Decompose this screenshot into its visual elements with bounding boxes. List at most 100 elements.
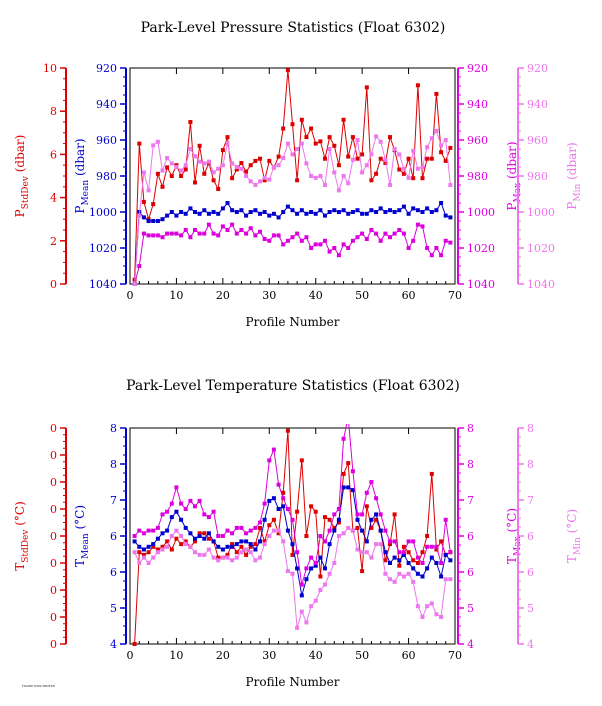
- data-point-max: [234, 525, 239, 530]
- y-tick-label-max: 960: [467, 134, 488, 147]
- data-point-mean: [174, 213, 179, 218]
- data-point-max: [429, 544, 434, 549]
- y-tick-label-std: 0: [50, 278, 57, 291]
- data-point-min: [323, 183, 327, 187]
- data-point-mean: [155, 536, 160, 541]
- data-point-mean: [244, 213, 249, 218]
- data-point-max: [313, 242, 318, 247]
- data-point-min: [202, 552, 207, 557]
- data-point-min: [313, 175, 318, 180]
- data-point-std: [318, 139, 323, 144]
- data-point-std: [253, 542, 258, 547]
- y-tick-label-min: 4: [527, 638, 534, 651]
- data-point-mean: [183, 525, 188, 530]
- y-axis-label-std: TStdDev (°C): [13, 501, 31, 571]
- data-point-mean: [295, 566, 300, 571]
- y-tick-label-mean: 4: [110, 638, 117, 651]
- y-tick-label-min: 8: [527, 422, 534, 435]
- data-point-std: [160, 544, 165, 549]
- data-point-min: [179, 168, 184, 173]
- data-point-min: [346, 525, 351, 530]
- data-point-mean: [248, 210, 253, 214]
- y-tick-label-min: 920: [527, 62, 548, 75]
- data-point-max: [378, 238, 383, 243]
- y-tick-label-std: 2: [50, 235, 57, 248]
- data-point-min: [318, 588, 323, 592]
- data-point-min: [258, 179, 262, 184]
- y-tick-label-mean: 940: [96, 98, 117, 111]
- data-point-std: [146, 550, 151, 555]
- series-line-mean: [134, 201, 451, 285]
- data-point-min: [406, 571, 411, 576]
- data-point-mean: [151, 542, 156, 547]
- data-point-max: [388, 539, 392, 544]
- data-point-mean: [234, 210, 239, 214]
- data-point-max: [262, 501, 267, 506]
- data-point-mean: [216, 544, 221, 549]
- data-point-std: [397, 167, 402, 172]
- y-tick-label-min: 1000: [527, 206, 555, 219]
- data-point-std: [299, 117, 304, 122]
- data-point-mean: [151, 219, 156, 223]
- data-point-mean: [206, 211, 211, 216]
- data-point-std: [239, 161, 244, 165]
- data-point-max: [420, 224, 425, 229]
- data-point-max: [304, 566, 309, 571]
- data-point-std: [420, 550, 425, 555]
- data-point-max: [439, 561, 444, 565]
- data-point-mean: [230, 208, 235, 213]
- data-point-mean: [225, 201, 230, 205]
- data-point-min: [220, 555, 225, 560]
- x-tick-label: 0: [127, 649, 134, 662]
- data-point-std: [411, 176, 416, 181]
- data-point-min: [443, 138, 448, 142]
- data-point-min: [420, 615, 425, 619]
- series-group: [132, 424, 453, 646]
- data-point-mean: [332, 208, 337, 213]
- data-point-std: [364, 85, 369, 90]
- data-point-std: [360, 152, 365, 157]
- data-point-max: [355, 512, 360, 517]
- data-point-std: [169, 174, 174, 178]
- data-point-mean: [281, 210, 286, 214]
- data-point-min: [211, 170, 216, 175]
- data-point-min: [350, 528, 355, 533]
- data-point-min: [183, 163, 188, 168]
- data-point-mean: [350, 488, 355, 493]
- data-point-mean: [448, 215, 453, 220]
- data-point-std: [378, 156, 383, 161]
- chart-panel-2: Park-Level Temperature Statistics (Float…: [13, 378, 583, 689]
- data-point-max: [197, 231, 202, 236]
- data-point-max: [206, 222, 211, 227]
- data-point-max: [211, 231, 216, 236]
- data-point-mean: [355, 517, 360, 522]
- data-point-min: [267, 534, 272, 538]
- data-point-max: [401, 550, 406, 555]
- data-point-std: [193, 539, 197, 544]
- data-point-mean: [429, 555, 434, 560]
- data-point-max: [262, 237, 267, 241]
- data-point-std: [304, 534, 309, 538]
- data-point-mean: [141, 215, 146, 220]
- data-point-mean: [220, 547, 225, 552]
- data-point-min: [429, 601, 434, 606]
- data-point-max: [327, 528, 332, 533]
- data-point-std: [225, 552, 230, 557]
- data-point-max: [216, 534, 221, 538]
- data-point-std: [295, 509, 300, 514]
- data-point-max: [258, 229, 262, 234]
- data-point-mean: [336, 210, 341, 214]
- data-point-min: [141, 555, 146, 560]
- data-point-max: [179, 501, 184, 506]
- data-point-min: [267, 177, 272, 182]
- data-point-std: [429, 471, 434, 476]
- data-point-min: [290, 571, 295, 576]
- data-point-std: [429, 156, 434, 161]
- data-point-std: [346, 461, 351, 466]
- data-point-min: [406, 175, 411, 180]
- data-point-std: [323, 156, 327, 161]
- data-point-std: [137, 141, 142, 146]
- data-point-mean: [439, 201, 444, 205]
- data-point-max: [299, 582, 304, 587]
- data-point-min: [336, 534, 341, 538]
